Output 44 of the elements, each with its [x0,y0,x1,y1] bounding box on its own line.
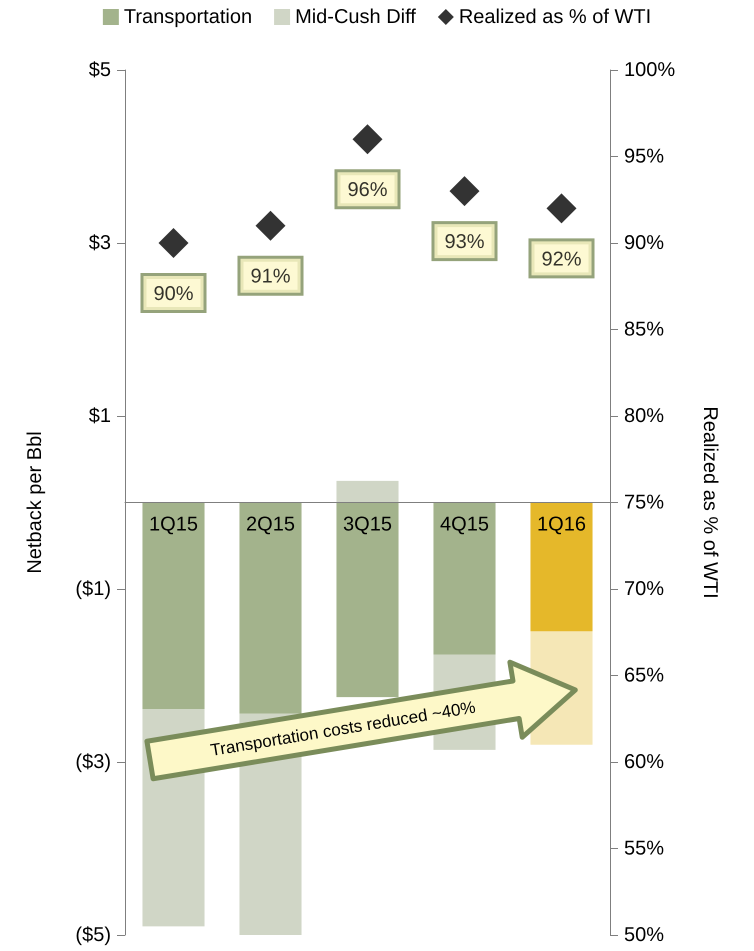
x-tick-label: 4Q15 [440,514,489,536]
data-label: 92% [541,248,582,270]
data-label: 91% [250,266,291,288]
y-tick-label: $3 [88,232,111,254]
y-tick-label: $5 [88,59,111,81]
y2-tick-label: 100% [624,59,676,81]
y2-tick-label: 60% [624,751,664,773]
point [546,193,576,224]
y2-tick-label: 85% [624,318,664,340]
y-tick-label: $1 [88,405,111,427]
data-label: 93% [444,231,485,254]
y2-tick-label: 75% [624,492,664,514]
x-tick-label: 2Q15 [246,514,295,536]
y-tick-label: ($5) [75,924,111,946]
point [450,176,480,206]
y-tick-label: ($1) [75,578,111,600]
bar [336,502,399,698]
y2-tick-label: 55% [624,838,664,860]
x-tick-label: 1Q15 [149,514,198,536]
y2-tick-label: 95% [624,146,664,168]
y2-axis-title: Realized as % of WTI [699,406,721,599]
data-label: 90% [153,283,194,305]
point [352,124,382,154]
y2-tick-label: 70% [624,578,664,600]
y2-tick-label: 80% [624,405,664,427]
y2-tick-label: 50% [624,924,664,946]
bar [530,502,593,632]
point [256,210,286,241]
point [158,228,188,258]
bar [239,502,302,714]
x-tick-label: 3Q15 [343,514,392,536]
y2-tick-label: 65% [624,664,664,686]
data-label: 96% [347,179,388,202]
bar [142,502,205,710]
y2-tick-label: 90% [624,232,664,254]
x-tick-label: 1Q16 [537,514,586,536]
bar [336,480,399,502]
legend-label: Transportation [124,6,252,28]
y-axis-title: Netback per Bbl [24,431,46,574]
annotation: Transportation costs reduced ~40% [209,698,477,760]
legend-label: Mid-Cush Diff [295,6,416,28]
bar [433,502,496,655]
legend-label: Realized as % of WTI [458,6,652,28]
y-tick-label: ($3) [75,751,111,773]
